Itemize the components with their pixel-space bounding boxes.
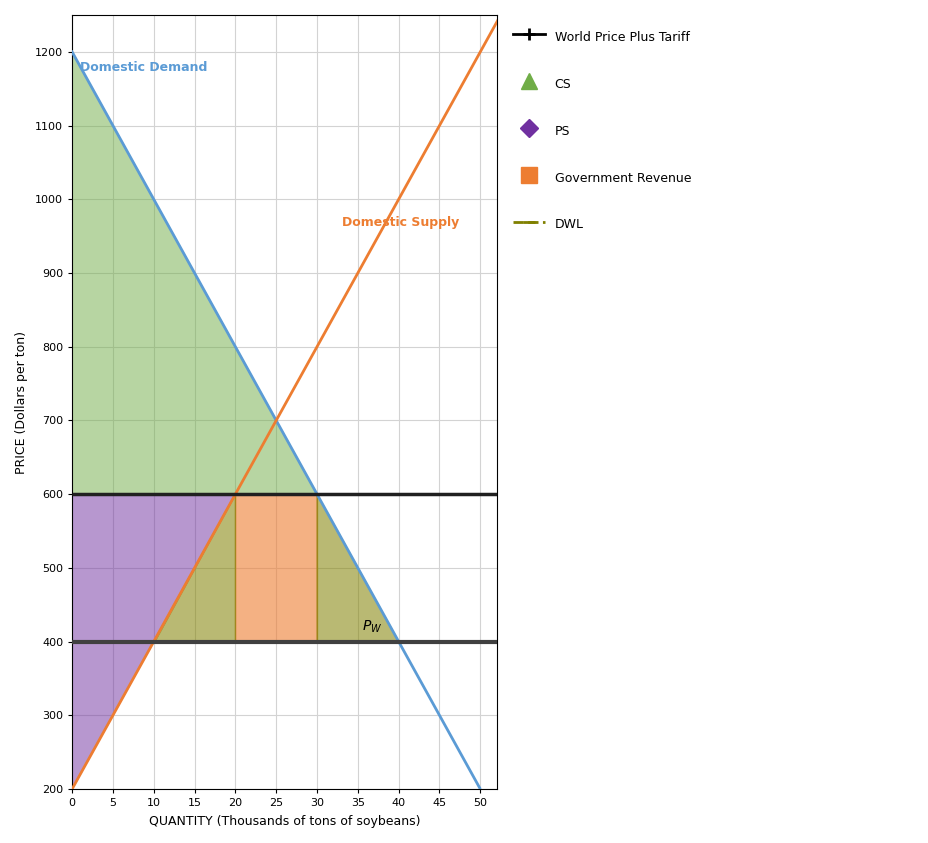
- Polygon shape: [72, 52, 316, 494]
- X-axis label: QUANTITY (Thousands of tons of soybeans): QUANTITY (Thousands of tons of soybeans): [148, 815, 419, 828]
- Polygon shape: [316, 494, 398, 642]
- Text: Domestic Demand: Domestic Demand: [80, 61, 208, 74]
- Text: $P_W$: $P_W$: [362, 619, 381, 635]
- Polygon shape: [72, 494, 235, 789]
- Y-axis label: PRICE (Dollars per ton): PRICE (Dollars per ton): [15, 330, 28, 474]
- Polygon shape: [153, 494, 235, 642]
- Text: Domestic Supply: Domestic Supply: [342, 216, 458, 228]
- Polygon shape: [235, 494, 316, 642]
- Legend: World Price Plus Tariff, CS, PS, Government Revenue, DWL: World Price Plus Tariff, CS, PS, Governm…: [507, 21, 697, 240]
